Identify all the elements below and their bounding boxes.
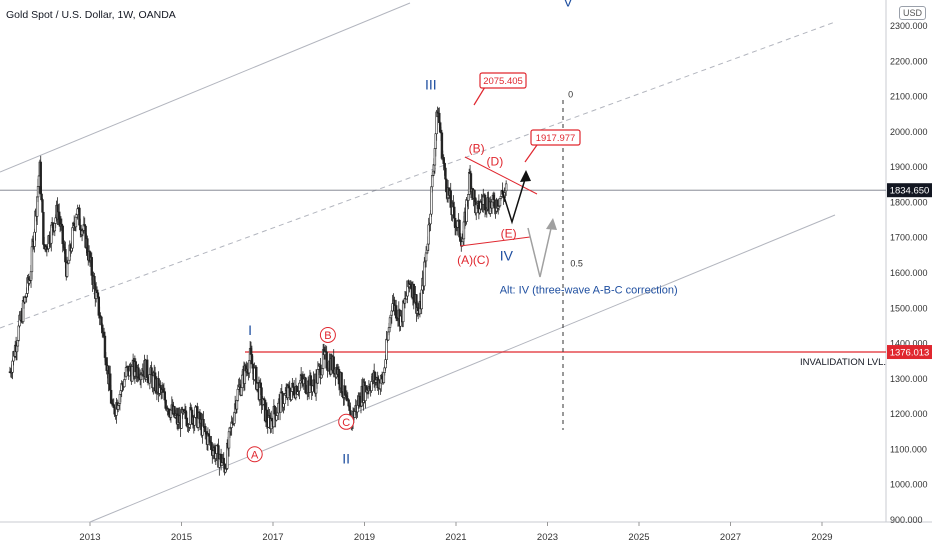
fib-label: 0 — [568, 89, 573, 99]
x-tick-label: 2029 — [811, 532, 832, 543]
symbol-title: Gold Spot / U.S. Dollar, 1W, OANDA — [6, 9, 176, 21]
wave-label-circle — [319, 326, 336, 343]
callout-2075[interactable]: 2075.405 — [473, 72, 527, 106]
candle-body — [444, 167, 447, 180]
callout-2075-label: 2075.405 — [483, 76, 523, 87]
x-tick-label: 2017 — [262, 532, 283, 543]
candle-body — [347, 399, 350, 407]
wave-label-red-circled: C — [342, 417, 350, 429]
x-tick-label: 2025 — [628, 532, 649, 543]
projection-arrowhead-gray — [546, 218, 557, 230]
candlestick-series — [8, 106, 508, 476]
callout-1917[interactable]: 1917.977 — [524, 129, 581, 163]
x-tick-label: 2021 — [445, 532, 466, 543]
candle-body — [17, 325, 20, 341]
current-price-tag: 1834.650 — [887, 183, 932, 198]
wave-label-blue: IV — [500, 248, 514, 264]
candle-body — [473, 189, 476, 199]
invalidation-price-tag: 1376.013 — [887, 345, 932, 360]
y-tick-label: 1100.000 — [890, 444, 927, 454]
projection-path-black — [501, 175, 527, 225]
candle-body — [71, 227, 74, 249]
wave-label-red: (D) — [487, 154, 504, 168]
candle-body — [145, 359, 149, 378]
candle-body — [202, 418, 205, 427]
channel-mid-line — [0, 21, 836, 329]
triangle-upper-line — [464, 156, 538, 195]
y-tick-label: 1800.000 — [890, 197, 928, 207]
candle-body — [275, 415, 278, 421]
wave-label-red-circled: A — [251, 449, 259, 461]
wave-label-red: (E) — [501, 227, 517, 241]
wave-label-blue: V — [563, 0, 573, 10]
candle-body — [67, 259, 71, 264]
alt-count-annotation: Alt: IV (three-wave A-B-C correction) — [500, 284, 678, 296]
projection-path-gray — [527, 223, 553, 278]
y-tick-label: 1300.000 — [890, 374, 928, 384]
candle-body — [96, 292, 100, 298]
candle-body — [236, 388, 240, 401]
currency-badge[interactable]: USD — [899, 6, 927, 20]
y-tick-label: 1400.000 — [890, 339, 928, 349]
projection-arrowhead-black — [520, 170, 531, 182]
y-tick-label: 2200.000 — [890, 56, 928, 66]
wave-label-blue: II — [342, 451, 350, 467]
callout-1917-label: 1917.977 — [536, 133, 576, 144]
y-tick-label: 1900.000 — [890, 162, 928, 172]
y-tick-label: 900.000 — [890, 515, 923, 525]
candle-body — [340, 372, 343, 393]
y-tick-label: 1600.000 — [890, 268, 928, 278]
wave-label-red: (C) — [473, 253, 490, 267]
candle-body — [504, 183, 508, 192]
wave-label-blue: III — [425, 77, 437, 93]
x-tick-label: 2027 — [720, 532, 741, 543]
wave-label-circle — [246, 446, 263, 463]
x-axis-ticks: 2013 2015 2017 2019 2021 2023 2025 2027 2029 — [79, 522, 833, 543]
y-tick-label: 1200.000 — [890, 409, 928, 419]
wave-label-red-circled: B — [324, 330, 331, 342]
y-tick-label: 1700.000 — [890, 233, 928, 243]
triangle-lower-line — [459, 236, 531, 247]
candle-body — [273, 406, 276, 415]
candle-body — [283, 394, 286, 404]
wave-label-circle — [338, 413, 355, 430]
fib-label: 0.5 — [570, 258, 583, 268]
y-tick-label: 1500.000 — [890, 303, 928, 313]
invalidation-text: INVALIDATION LVL. — [800, 357, 886, 368]
wave-label-blue: I — [248, 322, 252, 338]
y-tick-label: 2000.000 — [890, 127, 928, 137]
x-tick-label: 2019 — [354, 532, 375, 543]
candle-body — [41, 199, 44, 213]
current-price-tag-label: 1834.650 — [890, 186, 930, 197]
x-tick-label: 2013 — [79, 532, 100, 543]
y-tick-label: 2300.000 — [890, 21, 928, 31]
channel-lower-line — [89, 214, 836, 523]
y-axis-ticks: 900.000 1000.000 1100.000 1200.000 1300.000 1… — [890, 21, 928, 525]
wave-label-red: (B) — [469, 141, 485, 155]
y-tick-label: 1000.000 — [890, 480, 928, 490]
candle-body — [394, 305, 398, 319]
channel-upper-line — [0, 2, 411, 173]
x-tick-label: 2015 — [171, 532, 192, 543]
invalidation-price-tag-label: 1376.013 — [890, 348, 930, 359]
candle-body — [74, 216, 78, 228]
x-tick-label: 2023 — [537, 532, 558, 543]
candle-body — [251, 363, 254, 369]
wave-label-red: (A) — [457, 253, 473, 267]
y-tick-label: 2100.000 — [890, 92, 928, 102]
